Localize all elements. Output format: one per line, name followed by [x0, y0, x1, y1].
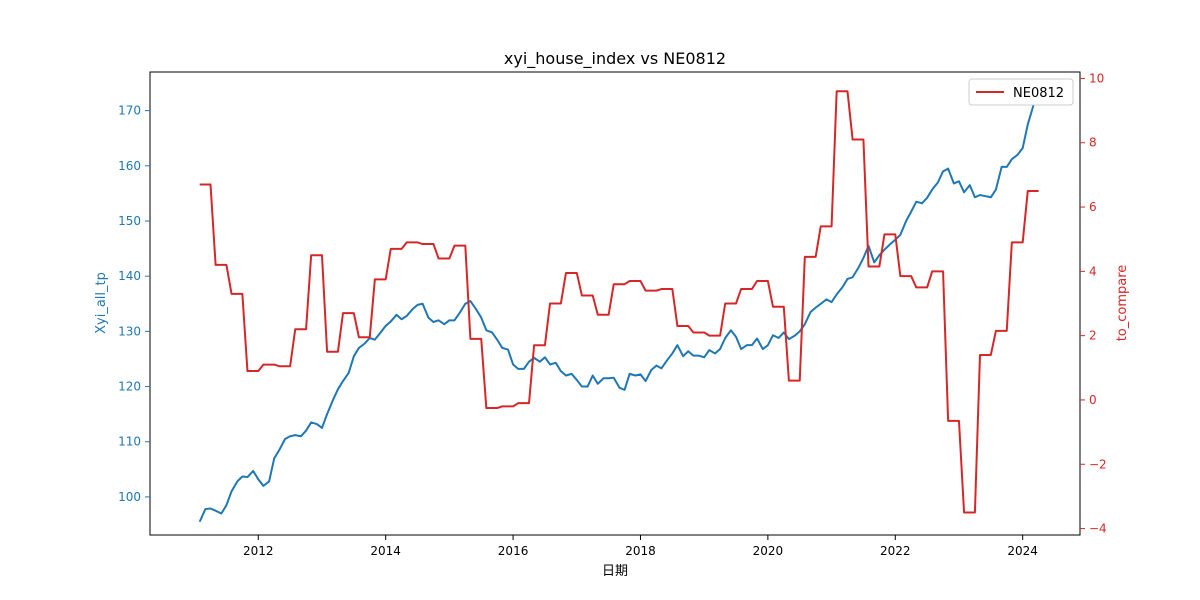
x-tick-label: 2018: [625, 544, 656, 558]
y-axis-right: −4 −2 0 2 4 6 8 10: [1080, 71, 1107, 536]
series-line-ne0812: [199, 90, 1039, 514]
y-left-tick-label: 160: [118, 159, 141, 173]
y-right-tick-label: −4: [1089, 522, 1107, 536]
plot-area: [149, 71, 1081, 536]
y-right-tick-label: 6: [1089, 200, 1097, 214]
y-axis-left: 100 110 120 130 140 150 160 170: [118, 104, 150, 504]
x-tick-label: 2022: [880, 544, 911, 558]
x-axis: 2012 2014 2016 2018 2020 2022 2024: [243, 535, 1038, 558]
chart-title: xyi_house_index vs NE0812: [504, 49, 726, 69]
x-tick-label: 2016: [498, 544, 529, 558]
y-left-tick-label: 110: [118, 435, 141, 449]
y-left-tick-label: 120: [118, 380, 141, 394]
x-tick-label: 2014: [370, 544, 401, 558]
y-right-tick-label: 8: [1089, 136, 1097, 150]
x-tick-label: 2024: [1007, 544, 1038, 558]
y-left-tick-label: 150: [118, 214, 141, 228]
y-left-tick-label: 140: [118, 269, 141, 283]
series-line-xyi-all-tp: [198, 90, 1040, 523]
y-left-tick-label: 130: [118, 324, 141, 338]
y-right-tick-label: −2: [1089, 457, 1107, 471]
y-axis-right-title: to_compare: [1115, 265, 1130, 342]
legend: NE0812: [968, 78, 1074, 106]
y-right-tick-label: 0: [1089, 393, 1097, 407]
legend-box: [968, 78, 1074, 106]
legend-label-ne0812: NE0812: [1013, 86, 1064, 101]
x-tick-label: 2020: [753, 544, 784, 558]
y-axis-left-title: Xyi_all_tp: [94, 272, 109, 334]
y-left-tick-label: 170: [118, 104, 141, 118]
y-right-tick-label: 4: [1089, 264, 1097, 278]
y-right-tick-label: 10: [1089, 71, 1104, 85]
plot-frame: [149, 71, 1081, 536]
y-right-tick-label: 2: [1089, 329, 1097, 343]
x-tick-label: 2012: [243, 544, 274, 558]
x-axis-title: 日期: [602, 564, 628, 579]
y-left-tick-label: 100: [118, 490, 141, 504]
